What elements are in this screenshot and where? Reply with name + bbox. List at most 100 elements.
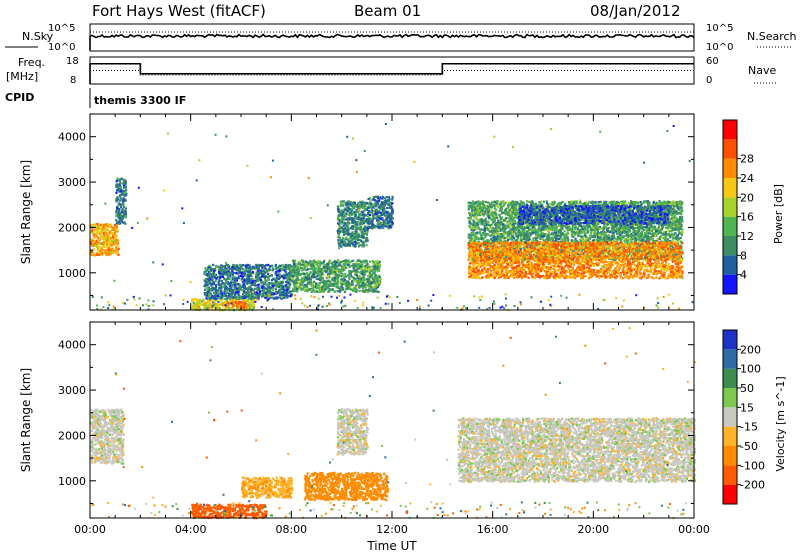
data-point: [92, 232, 94, 234]
data-point: [109, 226, 111, 228]
data-point: [93, 236, 95, 238]
noise-panel: N.Sky 10^5 10^0 10^5 10^0 N.Search: [5, 23, 797, 53]
data-point: [256, 292, 258, 294]
data-point: [191, 299, 193, 301]
data-point: [120, 215, 122, 217]
data-point: [238, 302, 240, 304]
data-point: [112, 227, 114, 229]
data-point: [103, 239, 105, 241]
data-point: [106, 233, 108, 235]
freq-label: Freq.: [18, 56, 45, 69]
data-point: [125, 215, 127, 217]
data-point: [116, 222, 118, 224]
data-point: [117, 254, 119, 256]
data-point: [275, 268, 277, 270]
data-point: [204, 301, 206, 303]
data-point: [115, 240, 117, 242]
data-point: [115, 252, 117, 254]
data-point: [225, 280, 227, 282]
data-point: [119, 200, 121, 202]
data-point: [286, 289, 288, 291]
data-point: [123, 206, 125, 208]
data-point: [212, 264, 214, 266]
data-point: [258, 284, 260, 286]
data-point: [259, 291, 261, 293]
data-point: [111, 232, 113, 234]
data-point: [100, 248, 102, 250]
data-point: [103, 243, 105, 245]
data-point: [264, 283, 266, 285]
data-point: [115, 249, 117, 251]
data-point: [123, 203, 125, 205]
data-point: [289, 284, 291, 286]
data-point: [199, 304, 201, 306]
data-point: [248, 264, 250, 266]
data-point: [265, 280, 267, 282]
data-point: [107, 252, 109, 254]
data-point: [205, 304, 207, 306]
data-point: [123, 181, 125, 183]
data-point: [214, 277, 216, 279]
data-point: [245, 304, 247, 306]
data-point: [121, 220, 123, 222]
data-point: [229, 299, 231, 301]
data-point: [243, 306, 245, 308]
cpid-value: themis 3300 IF: [94, 94, 186, 107]
noise-tick-top-right: 10^5: [706, 23, 733, 34]
radar-summary-plot: Fort Hays West (fitACF) Beam 01 08/Jan/2…: [0, 0, 800, 554]
data-point: [100, 224, 102, 226]
data-point: [96, 246, 98, 248]
data-point: [236, 296, 238, 298]
data-point: [102, 246, 104, 248]
freq-trace: [90, 64, 694, 84]
data-point: [217, 292, 219, 294]
data-point: [123, 192, 125, 194]
data-point: [272, 289, 274, 291]
data-point: [268, 279, 270, 281]
data-point: [103, 233, 105, 235]
data-point: [107, 238, 109, 240]
data-point: [207, 291, 209, 293]
data-point: [269, 290, 271, 292]
data-point: [122, 183, 124, 185]
data-point: [119, 182, 121, 184]
data-point: [114, 232, 116, 234]
data-point: [279, 291, 281, 293]
data-point: [94, 244, 96, 246]
data-point: [116, 189, 118, 191]
cpid-row: CPID themis 3300 IF: [5, 88, 186, 108]
freq-unit: [MHz]: [6, 70, 38, 83]
data-point: [115, 219, 117, 221]
data-point: [96, 235, 98, 237]
data-point: [116, 200, 118, 202]
data-point: [267, 273, 269, 275]
station-title: Fort Hays West (fitACF): [92, 2, 266, 20]
data-point: [115, 237, 117, 239]
data-point: [228, 302, 230, 304]
data-point: [275, 293, 277, 295]
data-point: [98, 247, 100, 249]
data-point: [218, 280, 220, 282]
data-point: [259, 277, 261, 279]
data-point: [117, 205, 119, 207]
noise-tick-top-left: 10^5: [48, 23, 75, 34]
data-point: [218, 290, 220, 292]
data-point: [204, 289, 206, 291]
data-point: [123, 215, 125, 217]
data-point: [206, 284, 208, 286]
data-point: [267, 288, 269, 290]
data-point: [199, 299, 201, 301]
data-point: [253, 304, 255, 306]
data-point: [276, 275, 278, 277]
data-point: [125, 207, 127, 209]
data-point: [117, 213, 119, 215]
data-point: [104, 250, 106, 252]
data-point: [108, 247, 110, 249]
data-point: [116, 234, 118, 236]
data-point: [91, 251, 93, 253]
data-point: [118, 209, 120, 211]
data-point: [124, 221, 126, 223]
data-point: [215, 286, 217, 288]
data-point: [116, 225, 118, 227]
data-point: [208, 265, 210, 267]
